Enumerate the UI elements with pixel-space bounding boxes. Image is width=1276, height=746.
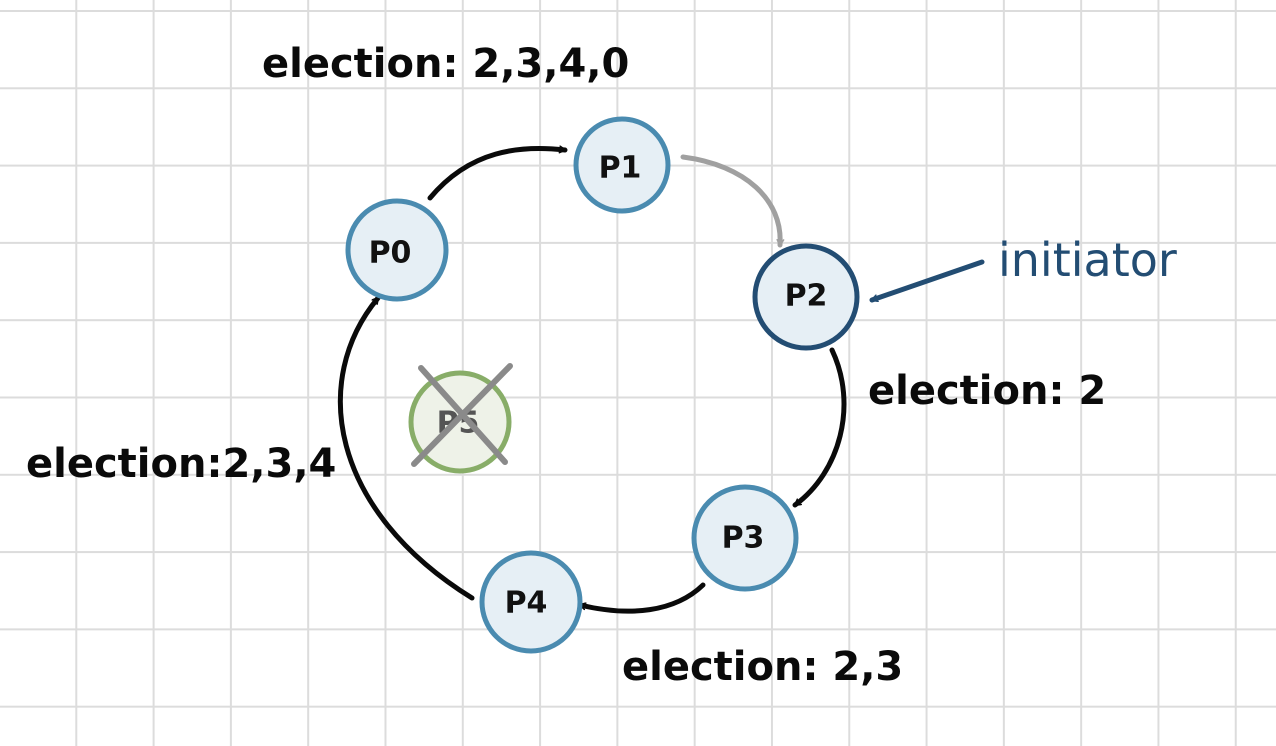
- arrow-initiator-to-p2: [869, 259, 985, 303]
- node-p1-label: P1: [599, 151, 642, 186]
- message-label-p0-p1: election: 2,3,4,0: [262, 41, 629, 87]
- node-p2-label: P2: [785, 279, 828, 314]
- message-label-p3-p4: election: 2,3: [622, 644, 903, 690]
- message-label-p2-p3: election: 2: [868, 368, 1106, 414]
- arrow-p0-to-p1: [427, 148, 568, 201]
- arrow-p2-to-p3: [792, 347, 847, 508]
- node-p4-label: P4: [505, 586, 548, 621]
- node-p5-crashed: P5: [408, 363, 513, 474]
- message-label-p4-p0: election:2,3,4: [26, 441, 336, 487]
- arrow-p3-to-p4: [577, 582, 706, 614]
- node-p0-label: P0: [369, 236, 412, 271]
- node-p0: P0: [345, 198, 449, 302]
- node-p4: P4: [479, 550, 583, 654]
- node-p1: P1: [573, 116, 671, 214]
- node-p2: P2: [752, 243, 860, 351]
- arrow-p1-to-p2: [680, 154, 780, 248]
- arrow-p4-to-p0: [337, 295, 475, 601]
- node-p3: P3: [691, 484, 799, 592]
- crash-cross-line-2: [411, 363, 513, 467]
- node-p3-label: P3: [722, 521, 765, 556]
- initiator-label: initiator: [998, 233, 1177, 287]
